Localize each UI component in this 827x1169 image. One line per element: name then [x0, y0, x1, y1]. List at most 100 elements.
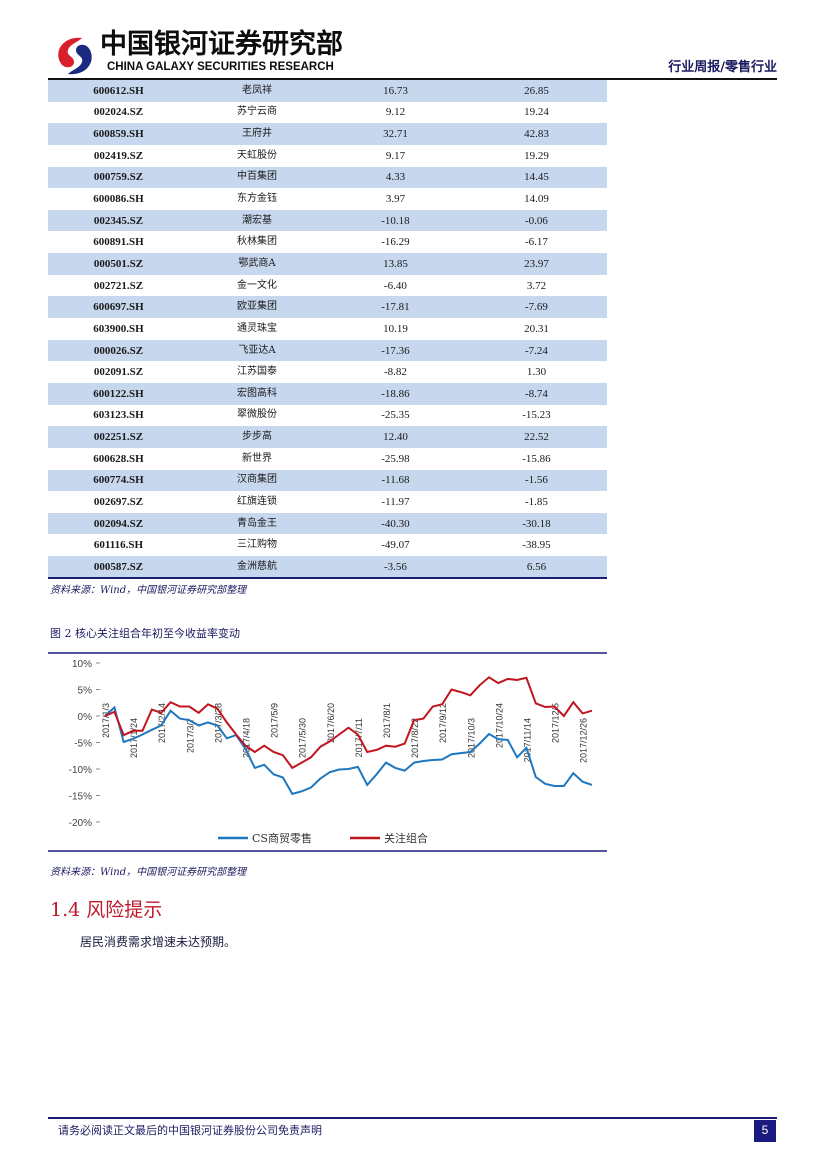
x-tick-label: 2017/6/20 — [326, 703, 336, 743]
x-tick-label: 2017/5/9 — [270, 703, 280, 738]
stock-code: 000501.SZ — [48, 253, 189, 275]
x-tick-label: 2017/12/26 — [579, 718, 589, 763]
table-row: 600697.SH 欧亚集团 -17.81 -7.69 — [48, 296, 607, 319]
table-source-note: 资料来源：Wind，中国银河证券研究部整理 — [50, 585, 247, 596]
table-row: 002251.SZ 步步高 12.40 22.52 — [48, 426, 607, 448]
stock-name: 东方金钰 — [236, 193, 277, 205]
y-tick-label: 0% — [78, 712, 93, 723]
stock-code: 600612.SH — [48, 80, 189, 102]
return-value-2: -15.23 — [522, 409, 551, 422]
return-value-1: -25.98 — [381, 452, 410, 465]
y-tick-label: -10% — [69, 765, 92, 776]
x-tick-label: 2017/4/18 — [241, 718, 251, 758]
y-tick-label: -5% — [74, 739, 92, 750]
table-bottom-rule — [48, 577, 607, 579]
stock-name: 潮宏基 — [189, 209, 325, 232]
stock-code: 600628.SH — [93, 452, 144, 465]
return-value-1: -8.82 — [384, 366, 407, 379]
return-value-2: 23.97 — [465, 253, 607, 275]
stock-code: 002697.SZ — [93, 495, 144, 508]
return-value-1: -3.56 — [324, 556, 466, 578]
x-tick-label: 2017/3/28 — [213, 703, 223, 743]
table-row: 600122.SH 宏图高科 -18.86 -8.74 — [48, 382, 607, 405]
return-value-1: -18.86 — [324, 382, 466, 405]
table-row: 600859.SH 王府井 32.71 42.83 — [48, 123, 607, 145]
table-row: 002091.SZ 江苏国泰 -8.82 1.30 — [48, 361, 607, 383]
table-row: 002697.SZ 红旗连锁 -11.97 -1.85 — [48, 491, 607, 513]
x-tick-label: 2017/1/3 — [101, 703, 111, 738]
return-value-1: 32.71 — [324, 123, 466, 145]
x-tick-label: 2017/11/14 — [522, 718, 532, 762]
stock-code: 601116.SH — [93, 539, 144, 552]
return-value-2: 19.29 — [524, 149, 549, 162]
series-line-portfolio — [104, 676, 593, 770]
return-value-2: -30.18 — [465, 512, 607, 535]
return-value-2: 20.31 — [524, 322, 549, 335]
table-row: 603123.SH 翠微股份 -25.35 -15.23 — [48, 405, 607, 427]
y-tick-label: -20% — [69, 818, 92, 829]
stock-code: 002345.SZ — [48, 209, 189, 232]
return-value-2: 14.45 — [465, 166, 607, 189]
return-value-1: 3.97 — [385, 193, 406, 206]
stock-name: 三江购物 — [236, 539, 277, 551]
stock-code: 002094.SZ — [48, 512, 189, 535]
x-tick-label: 2017/3/7 — [185, 718, 195, 753]
x-tick-label: 2017/5/30 — [298, 718, 308, 758]
stock-name: 天虹股份 — [236, 149, 277, 161]
stock-code: 600122.SH — [48, 382, 189, 405]
risk-text: 居民消费需求增速未达预期。 — [80, 935, 237, 949]
table-row: 002419.SZ 天虹股份 9.17 19.29 — [48, 145, 607, 167]
table-row: 600628.SH 新世界 -25.98 -15.86 — [48, 448, 607, 470]
stock-code: 002024.SZ — [93, 106, 144, 119]
table-row: 600612.SH 老凤祥 16.73 26.85 — [48, 80, 607, 102]
return-value-2: 22.52 — [465, 426, 607, 448]
stock-code: 603123.SH — [93, 409, 144, 422]
return-value-1: -49.07 — [381, 539, 410, 552]
table-row: 000026.SZ 飞亚达A -17.36 -7.24 — [48, 339, 607, 362]
return-value-2: -7.69 — [465, 296, 607, 319]
stock-code: 600774.SH — [48, 469, 189, 492]
stock-name: 汉商集团 — [189, 469, 325, 492]
x-tick-label: 2017/10/24 — [494, 703, 504, 748]
table-row: 000501.SZ 鄂武商A 13.85 23.97 — [48, 253, 607, 275]
return-value-2: -38.95 — [522, 539, 551, 552]
table-row: 000587.SZ 金洲慈航 -3.56 6.56 — [48, 556, 607, 578]
stock-code: 600086.SH — [93, 193, 144, 206]
figure-title: 图 2 核心关注组合年初至今收益率变动 — [50, 627, 240, 640]
stock-code: 600859.SH — [48, 123, 189, 145]
return-value-1: -6.40 — [384, 279, 407, 292]
stock-code: 000587.SZ — [48, 556, 189, 578]
return-value-2: -8.74 — [465, 382, 607, 405]
return-value-2: 19.24 — [524, 106, 549, 119]
stock-name: 鄂武商A — [189, 253, 325, 275]
return-value-2: 3.72 — [526, 279, 547, 292]
table-row: 603900.SH 通灵珠宝 10.19 20.31 — [48, 318, 607, 340]
stock-name: 翠微股份 — [236, 409, 277, 421]
return-value-1: 16.73 — [324, 80, 466, 102]
stock-name: 江苏国泰 — [236, 366, 277, 378]
return-value-1: -17.81 — [324, 296, 466, 319]
stock-code: 603900.SH — [93, 322, 144, 335]
legend-label-cs-retail: CS商贸零售 — [252, 831, 312, 845]
return-value-1: 9.17 — [385, 149, 406, 162]
return-value-2: -15.86 — [522, 452, 551, 465]
series-line-cs-retail — [104, 705, 593, 796]
stock-code: 002091.SZ — [93, 366, 144, 379]
footer-disclaimer: 请务必阅读正文最后的中国银河证券股份公司免责声明 — [58, 1124, 322, 1137]
return-value-1: -11.68 — [324, 469, 466, 492]
chart-legend: CS商贸零售 关注组合 — [218, 831, 428, 845]
return-value-2: -6.17 — [525, 236, 548, 249]
x-tick-label: 2017/8/22 — [410, 718, 420, 758]
return-value-1: -10.18 — [324, 209, 466, 232]
return-value-2: 14.09 — [524, 193, 549, 206]
table-row: 002094.SZ 青岛金王 -40.30 -30.18 — [48, 512, 607, 535]
x-tick-label: 2017/8/1 — [382, 703, 392, 738]
return-value-1: 9.12 — [385, 106, 406, 119]
stock-code: 600891.SH — [93, 236, 144, 249]
return-value-1: 12.40 — [324, 426, 466, 448]
stock-code: 002251.SZ — [48, 426, 189, 448]
footer-divider — [48, 1117, 777, 1119]
return-value-2: -0.06 — [465, 209, 607, 232]
table-row: 601116.SH 三江购物 -49.07 -38.95 — [48, 534, 607, 556]
